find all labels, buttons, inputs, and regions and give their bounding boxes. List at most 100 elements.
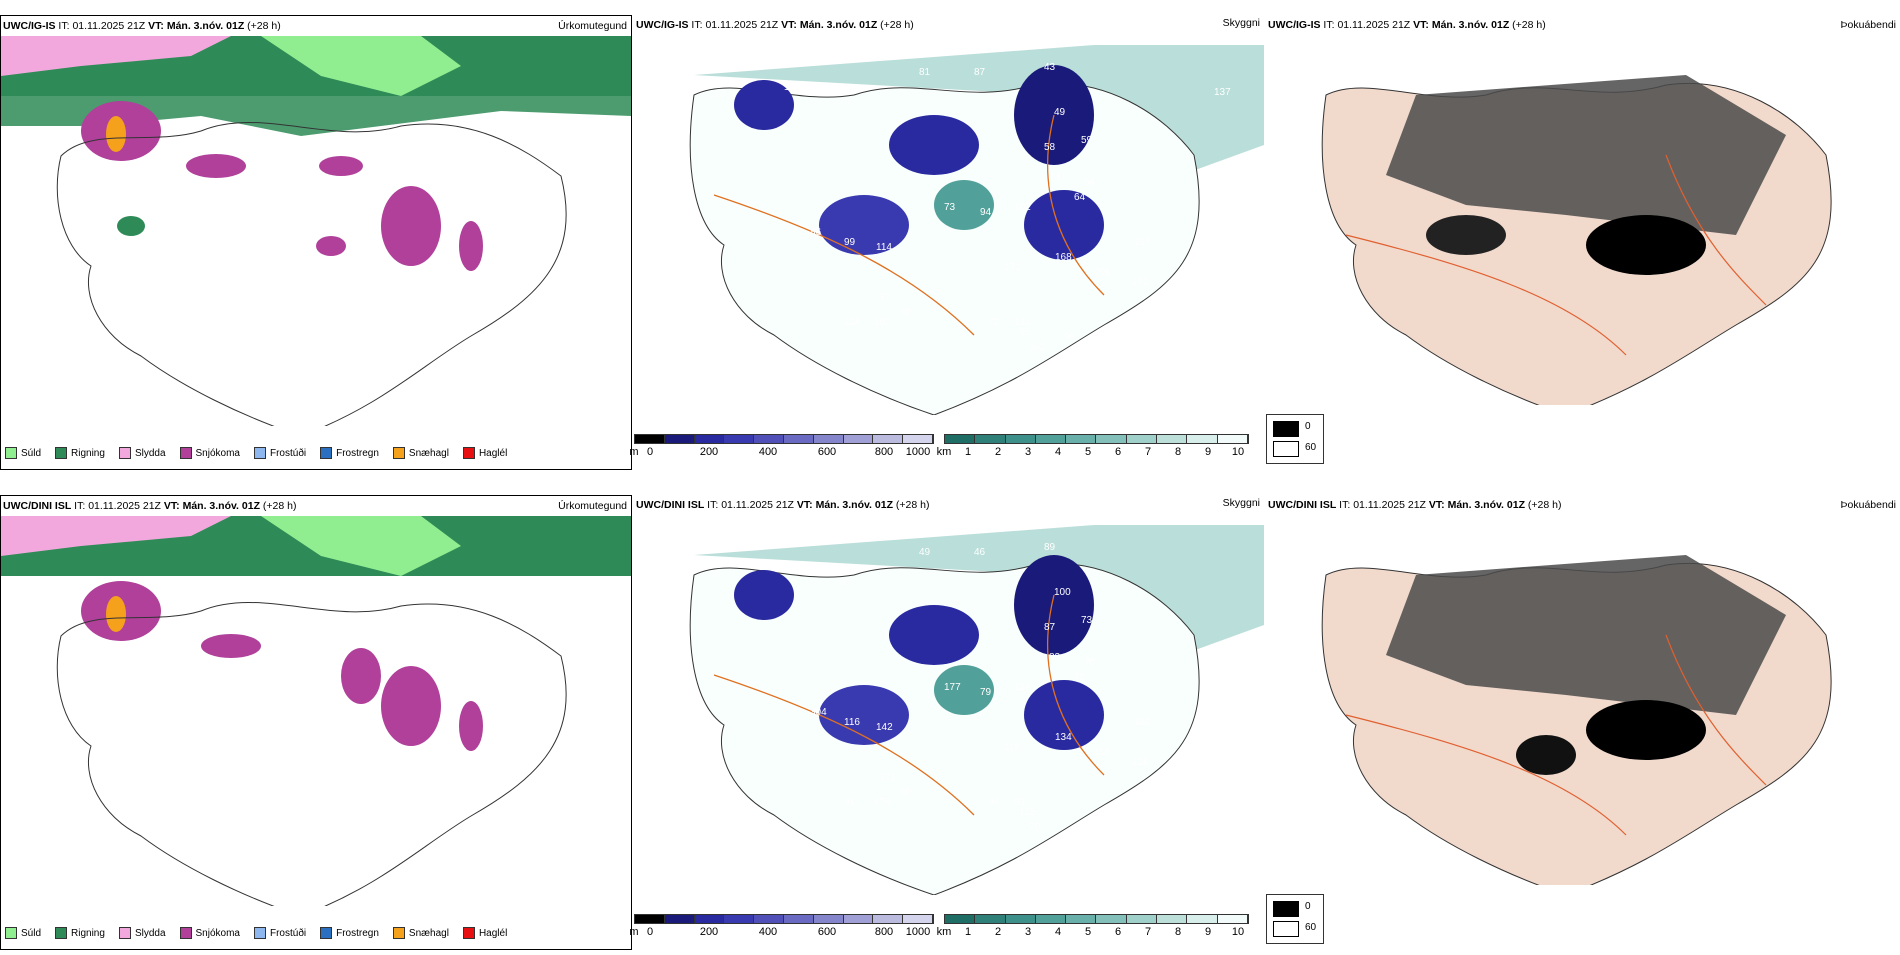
it-value: 01.11.2025 21Z xyxy=(721,499,794,511)
colorbar-segment xyxy=(1035,915,1067,923)
cloud-base-label: 137 xyxy=(1214,87,1231,98)
colorbar-tick: 5 xyxy=(1084,446,1092,458)
fog-map xyxy=(1321,555,1832,885)
legend-item-slydda: Slydda xyxy=(118,927,166,939)
legend-item-snaehagl: Snæhagl xyxy=(392,927,449,939)
vt-label: VT: xyxy=(796,499,813,511)
model-name: UWC/IG-IS xyxy=(3,20,56,32)
cloud-base-label: 64 xyxy=(1074,192,1086,203)
cloud-base-label: 126 xyxy=(1132,757,1149,768)
it-label: IT: xyxy=(1339,499,1351,511)
colorbar-tick: 1000 xyxy=(905,926,931,938)
colorbar-segment xyxy=(664,435,695,443)
vt-value: Mán. 3.nóv. 01Z xyxy=(815,499,893,511)
legend-swatch xyxy=(5,927,17,939)
cloud-base-map: 160 123 155 78 81 87 43 49 59 58 68 74 64 102 94 73 86 99… xyxy=(689,45,1264,415)
fog-map xyxy=(1321,75,1832,405)
legend-swatch xyxy=(253,927,266,939)
cloud-base-label: 201 xyxy=(1094,267,1111,278)
cloud-base-label: 89 xyxy=(1044,542,1056,553)
legend-swatch xyxy=(179,927,192,939)
legend-label: Frostúði xyxy=(269,447,307,459)
panel-header: UWC/DINI ISL IT: 01.11.2025 21Z VT: Mán.… xyxy=(3,500,296,512)
cloud-base-map: 64 48 50 66 49 46 89 100 73 87 70 83 75 129 79 177 304 11… xyxy=(689,525,1264,895)
colorbar-tick: 200 xyxy=(699,926,719,938)
colorbar-segment xyxy=(1005,915,1036,923)
colorbar-tick: 400 xyxy=(758,926,778,938)
it-label: IT: xyxy=(58,20,70,32)
colorbar-ticks: km 1 2 3 4 5 6 7 8 9 10 xyxy=(937,924,1249,938)
vt-label: VT: xyxy=(1428,499,1445,511)
cloud-base-label: 327 xyxy=(1134,237,1151,248)
colorbar-segment xyxy=(1217,915,1248,923)
colorbar-segment xyxy=(664,915,695,923)
cloud-base-label: 81 xyxy=(919,67,931,78)
lead-time: (+28 h) xyxy=(262,500,297,512)
colorbar-segment xyxy=(1096,435,1127,443)
colorbar-segment xyxy=(1066,435,1097,443)
cloud-base-label: 70 xyxy=(1029,822,1041,833)
colorbar-ticks: m 0 200 400 600 800 1000 xyxy=(629,924,934,938)
colorbar-segment xyxy=(1157,915,1188,923)
colorbar-segment xyxy=(754,915,784,923)
colorbar-segment xyxy=(945,435,976,443)
colorbar-tick: 8 xyxy=(1174,446,1182,458)
legend-swatch xyxy=(462,927,475,939)
cloud-base-label: 73 xyxy=(1081,615,1093,626)
colorbar-tick: 6 xyxy=(1114,926,1122,938)
cloud-base-label: 87 xyxy=(974,67,986,78)
cloud-base-label: 160 xyxy=(726,57,743,68)
cloud-base-label: 86 xyxy=(810,227,822,238)
colorbar-tick: 4 xyxy=(1054,446,1062,458)
cloud-base-label: 72 xyxy=(988,317,1000,328)
cloud-base-colorbar: m 0 200 400 600 800 1000 xyxy=(629,434,934,466)
lead-time: (+28 h) xyxy=(247,20,281,32)
cloud-base-label: 57 xyxy=(714,302,726,313)
panel-header: UWC/IG-IS IT: 01.11.2025 21Z VT: Mán. 3.… xyxy=(1268,19,1546,31)
colorbar-segment xyxy=(843,435,874,443)
colorbar-strip xyxy=(634,914,934,924)
colorbar-tick: 600 xyxy=(817,926,837,938)
legend-item-sudd: Súld xyxy=(5,447,41,459)
it-value: 01.11.2025 21Z xyxy=(72,20,146,32)
cloud-base-label: 125 xyxy=(1019,807,1036,818)
panel-title: Skyggni xyxy=(1222,17,1260,29)
fog-swatch xyxy=(1273,421,1299,437)
colorbar-segment xyxy=(975,435,1006,443)
legend-label: Frostregn xyxy=(336,927,379,939)
legend-label: Snjókoma xyxy=(195,447,240,459)
colorbar-segment xyxy=(1126,915,1158,923)
model-name: UWC/DINI ISL xyxy=(636,499,705,511)
cloud-base-label: 180 xyxy=(1134,717,1151,728)
vt-label: VT: xyxy=(148,20,164,32)
colorbar-segment xyxy=(873,915,904,923)
cloud-base-panel: UWC/DINI ISL IT: 01.11.2025 21Z VT: Mán.… xyxy=(629,495,1264,950)
cloud-base-label: 75 xyxy=(1074,672,1086,683)
colorbar-tick: 400 xyxy=(758,446,778,458)
cloud-base-label: 129 xyxy=(1014,682,1031,693)
legend-swatch xyxy=(118,447,131,459)
legend-item-haglel: Haglél xyxy=(462,927,507,939)
lead-time: (+28 h) xyxy=(895,499,930,511)
colorbar-segment xyxy=(724,435,755,443)
colorbar-segment xyxy=(1066,915,1097,923)
cloud-base-label: 118 xyxy=(1004,742,1020,753)
panel-header: UWC/DINI ISL IT: 01.11.2025 21Z VT: Mán.… xyxy=(636,499,929,511)
precip-legend: Súld Rigning Slydda Snjókoma Frostúði Fr… xyxy=(5,447,507,459)
it-value: 01.11.2025 21Z xyxy=(1337,19,1411,31)
it-label: IT: xyxy=(1323,19,1335,31)
cloud-base-label: 171 xyxy=(1004,262,1021,273)
colorbar-unit: km xyxy=(936,926,952,938)
colorbar-segment xyxy=(1217,435,1248,443)
legend-label: Súld xyxy=(21,447,42,459)
model-name: UWC/DINI ISL xyxy=(3,500,72,512)
legend-swatch xyxy=(179,447,192,459)
model-name: UWC/DINI ISL xyxy=(1268,499,1337,511)
panel-header: UWC/DINI ISL IT: 01.11.2025 21Z VT: Mán.… xyxy=(1268,499,1561,511)
cloud-base-label: 68 xyxy=(1084,177,1096,188)
fog-legend-label: 0 xyxy=(1305,421,1311,432)
legend-item-snjokoma: Snjókoma xyxy=(179,447,240,459)
colorbar-segment xyxy=(813,915,844,923)
legend-swatch xyxy=(55,447,68,459)
colorbar-tick: 800 xyxy=(874,446,894,458)
